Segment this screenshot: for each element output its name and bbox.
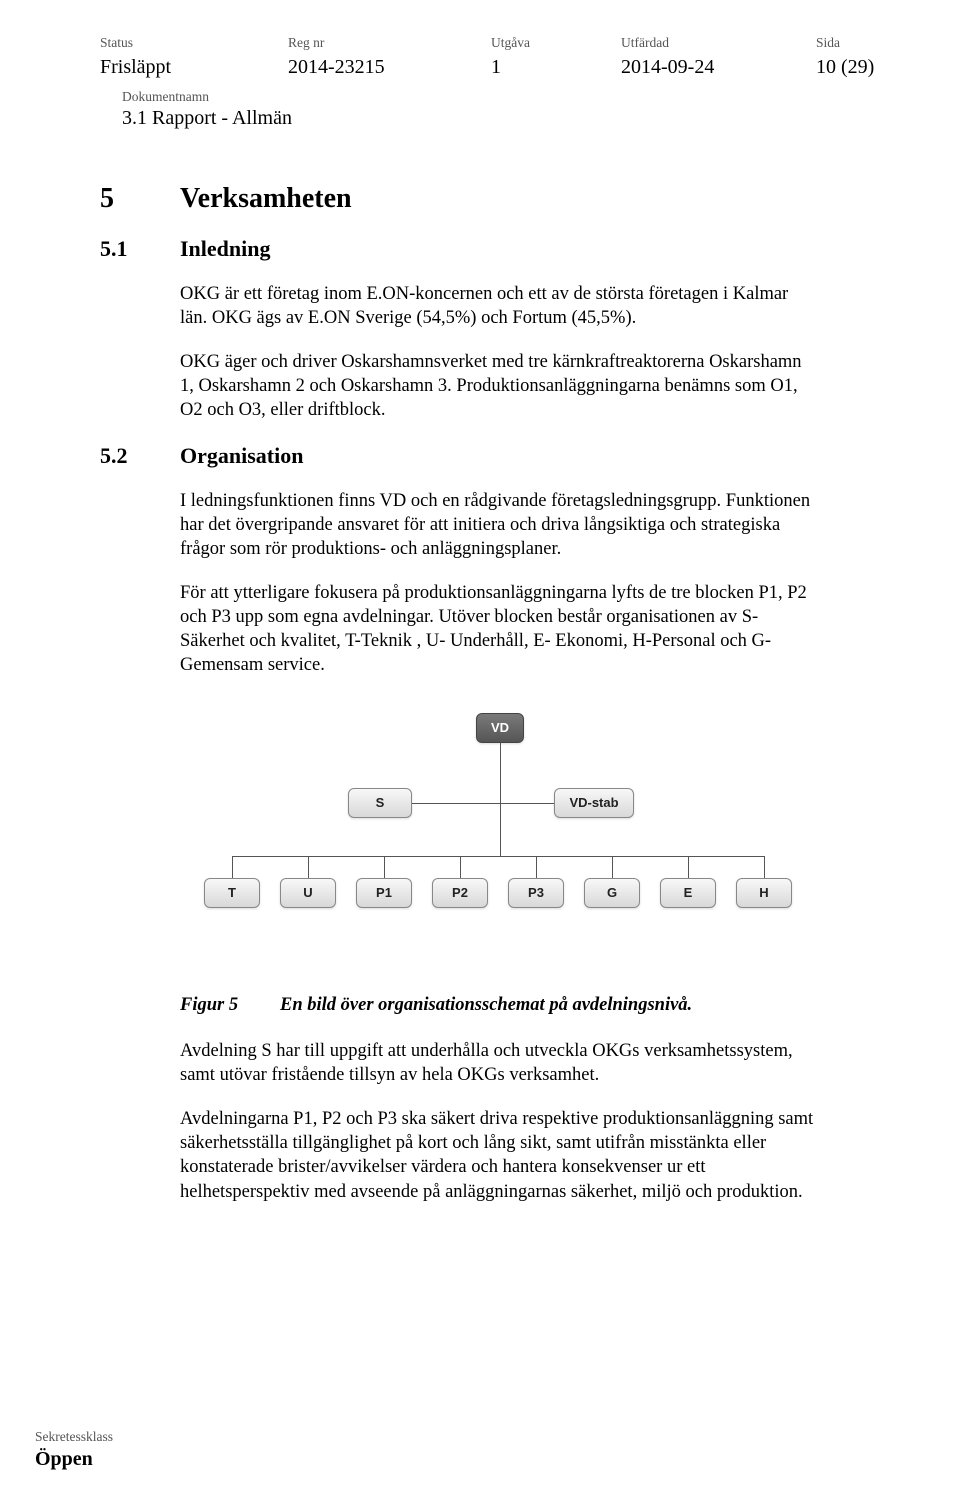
- heading-5-1-title: Inledning: [180, 235, 880, 264]
- para-5-1-2: OKG äger och driver Oskarshamnsverket me…: [180, 350, 820, 422]
- para-5-2-2: För att ytterligare fokusera på produkti…: [180, 581, 820, 677]
- header-values-row: Frisläppt 2014-23215 1 2014-09-24 10 (29…: [100, 54, 880, 80]
- org-node-p3: P3: [508, 878, 564, 908]
- heading-5-1: 5.1 Inledning: [100, 235, 880, 264]
- header-labels-row: Status Reg nr Utgåva Utfärdad Sida: [100, 34, 880, 52]
- org-node-h: H: [736, 878, 792, 908]
- org-connector: [764, 856, 765, 878]
- org-node-vd: VD: [476, 713, 524, 743]
- para-5-1-1: OKG är ett företag inom E.ON-koncernen o…: [180, 282, 820, 330]
- para-5-2-4: Avdelningarna P1, P2 och P3 ska säkert d…: [180, 1107, 820, 1203]
- para-5-2-1: I ledningsfunktionen finns VD och en råd…: [180, 489, 820, 561]
- para-5-2-3: Avdelning S har till uppgift att underhå…: [180, 1039, 820, 1087]
- figure-5-caption: Figur 5 En bild över organisationsschema…: [180, 993, 880, 1017]
- heading-5-1-num: 5.1: [100, 235, 180, 264]
- org-connector: [500, 743, 501, 803]
- figure-5-label: Figur 5: [180, 993, 280, 1017]
- figure-5-text: En bild över organisationsschemat på avd…: [280, 993, 880, 1017]
- org-node-s: S: [348, 788, 412, 818]
- org-chart: VD S VD-stab TU P1 P2 P3 GEH: [180, 713, 820, 953]
- hdr-label-sida: Sida: [816, 34, 880, 52]
- hdr-label-utgava: Utgåva: [491, 34, 621, 52]
- org-connector: [308, 856, 309, 878]
- org-connector: [412, 803, 554, 804]
- org-connector: [612, 856, 613, 878]
- org-node-p2: P2: [432, 878, 488, 908]
- heading-5-num: 5: [100, 181, 180, 217]
- org-connector: [460, 856, 461, 878]
- hdr-val-utgava: 1: [491, 54, 621, 80]
- hdr-label-regnr: Reg nr: [288, 34, 491, 52]
- heading-5-2: 5.2 Organisation: [100, 442, 880, 471]
- org-node-e: E: [660, 878, 716, 908]
- org-node-t: T: [204, 878, 260, 908]
- org-connector: [688, 856, 689, 878]
- org-connector: [500, 803, 501, 856]
- hdr-label-status: Status: [100, 34, 288, 52]
- org-connector: [232, 856, 764, 857]
- hdr-val-sida: 10 (29): [816, 54, 880, 80]
- heading-5-title: Verksamheten: [180, 181, 880, 217]
- hdr-val-dokumentnamn: 3.1 Rapport - Allmän: [122, 105, 880, 131]
- hdr-label-utfardad: Utfärdad: [621, 34, 816, 52]
- org-connector: [536, 856, 537, 878]
- docname-block: Dokumentnamn 3.1 Rapport - Allmän: [100, 88, 880, 132]
- hdr-val-status: Frisläppt: [100, 54, 288, 80]
- org-connector: [232, 856, 233, 878]
- hdr-val-regnr: 2014-23215: [288, 54, 491, 80]
- heading-5: 5 Verksamheten: [100, 181, 880, 217]
- org-node-p1: P1: [356, 878, 412, 908]
- org-node-vdstab: VD-stab: [554, 788, 634, 818]
- hdr-val-utfardad: 2014-09-24: [621, 54, 816, 80]
- footer-label: Sekretessklass: [35, 1428, 113, 1446]
- hdr-label-dokumentnamn: Dokumentnamn: [122, 88, 880, 106]
- footer: Sekretessklass Öppen: [35, 1428, 113, 1472]
- heading-5-2-num: 5.2: [100, 442, 180, 471]
- org-node-g: G: [584, 878, 640, 908]
- org-node-u: U: [280, 878, 336, 908]
- page: Status Reg nr Utgåva Utfärdad Sida Frisl…: [0, 0, 960, 1502]
- org-connector: [384, 856, 385, 878]
- heading-5-2-title: Organisation: [180, 442, 880, 471]
- footer-value: Öppen: [35, 1446, 113, 1472]
